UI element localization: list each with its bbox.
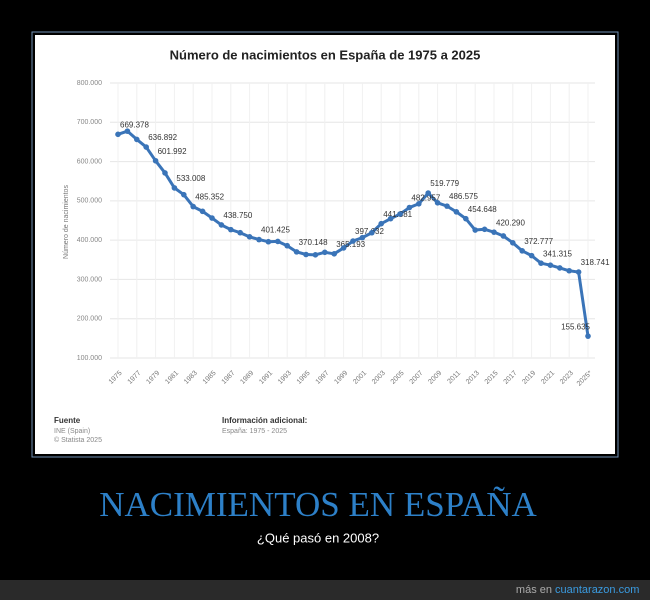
data-label: 438.750 — [223, 211, 252, 220]
y-tick-label: 600.000 — [77, 158, 102, 165]
y-tick-label: 500.000 — [77, 198, 102, 205]
point — [397, 211, 403, 217]
meme-caption: ¿Qué pasó en 2008? — [257, 530, 379, 545]
point — [425, 190, 432, 196]
point — [134, 136, 140, 143]
point — [275, 238, 281, 245]
data-label: 155.635 — [561, 322, 590, 331]
point — [143, 144, 149, 150]
data-label: 482.957 — [411, 194, 440, 203]
point — [510, 240, 516, 246]
data-label: 669.378 — [120, 120, 149, 129]
point — [585, 333, 591, 339]
point — [500, 233, 507, 239]
point — [218, 222, 225, 228]
point — [152, 157, 159, 164]
y-tick-label: 800.000 — [77, 80, 102, 87]
point — [171, 185, 178, 191]
data-label: 486.575 — [449, 192, 478, 201]
point — [331, 251, 338, 257]
point — [566, 267, 572, 274]
point — [246, 234, 253, 240]
point — [340, 245, 347, 251]
source-title: Fuente — [54, 416, 81, 425]
y-tick-label: 200.000 — [77, 316, 102, 323]
data-label: 318.741 — [581, 258, 610, 267]
footer-link[interactable]: cuantarazon.com — [555, 584, 639, 596]
data-label: 420.290 — [496, 218, 525, 227]
data-label: 601.992 — [158, 147, 187, 156]
info: España: 1975 - 2025 — [222, 428, 287, 435]
point — [519, 248, 525, 254]
y-axis-label: Número de nacimientos — [63, 185, 70, 259]
point — [322, 249, 328, 256]
point — [538, 260, 544, 266]
y-tick-label: 700.000 — [77, 119, 102, 126]
point — [453, 209, 460, 215]
y-tick-label: 400.000 — [77, 237, 102, 244]
point — [472, 227, 479, 233]
data-label: 533.008 — [176, 174, 205, 183]
point — [444, 203, 450, 209]
point — [481, 226, 488, 233]
point — [303, 251, 309, 258]
point — [359, 234, 366, 241]
data-label: 519.779 — [430, 179, 459, 188]
point — [228, 226, 234, 233]
point — [190, 203, 196, 210]
data-label: 341.315 — [543, 249, 572, 258]
data-label: 365.193 — [336, 240, 365, 249]
point — [416, 200, 422, 207]
data-label: 372.777 — [524, 237, 553, 246]
point — [237, 229, 243, 236]
meme-title: NACIMIENTOS EN ESPAÑA — [99, 485, 537, 524]
point — [265, 238, 272, 245]
point — [124, 128, 131, 134]
point — [557, 265, 563, 271]
point — [162, 170, 168, 176]
point — [181, 191, 187, 198]
info-title: Información adicional: — [222, 416, 307, 425]
point — [528, 252, 535, 259]
point — [293, 249, 300, 255]
point — [378, 220, 385, 227]
point — [350, 238, 356, 244]
point — [491, 229, 497, 235]
source: INE (Spain) — [54, 428, 90, 435]
point — [284, 242, 291, 249]
point — [209, 215, 215, 221]
point — [387, 215, 394, 222]
y-tick-label: 100.000 — [77, 355, 102, 362]
point — [199, 208, 206, 215]
data-label: 370.148 — [299, 238, 328, 247]
footer-bar — [0, 580, 650, 600]
point — [369, 229, 375, 236]
frame — [31, 31, 619, 458]
footer-prefix: más en — [516, 584, 552, 596]
data-label: 636.892 — [148, 133, 177, 142]
point — [463, 215, 469, 222]
point — [312, 252, 319, 258]
copyright: © Statista 2025 — [54, 436, 102, 444]
y-tick-label: 300.000 — [77, 276, 102, 283]
data-label: 485.352 — [195, 193, 224, 202]
data-label: 401.425 — [261, 226, 290, 235]
point — [115, 131, 121, 138]
point — [406, 204, 413, 211]
point — [547, 262, 554, 268]
point — [256, 236, 262, 243]
point — [575, 269, 582, 275]
data-label: 454.648 — [468, 205, 497, 214]
point — [434, 200, 441, 206]
chart-title: Número de nacimientos en España de 1975 … — [170, 47, 481, 62]
